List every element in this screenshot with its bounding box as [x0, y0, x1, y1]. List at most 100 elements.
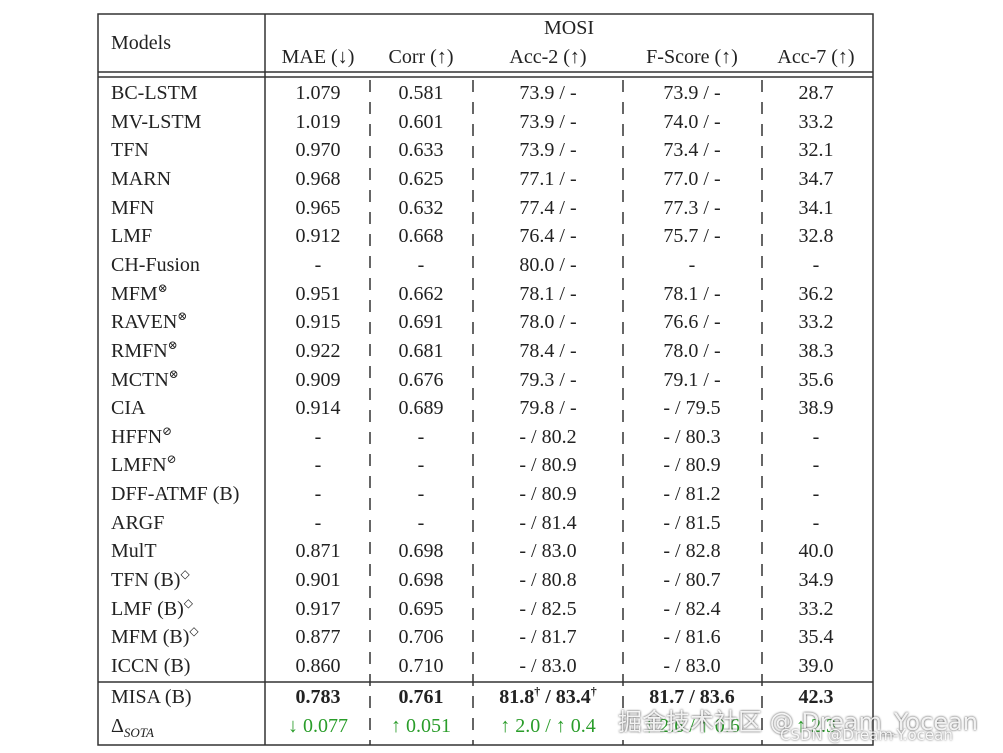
cell-sup: † [534, 684, 541, 698]
data-cell: 0.632 [399, 195, 444, 221]
data-cell: 0.668 [399, 223, 444, 249]
watermark: 掘金技术社区 @ Dream_Yocean [618, 708, 978, 736]
cell-text: 0.662 [398, 282, 444, 305]
cell-text: 1.019 [295, 110, 341, 133]
data-cell: 73.9 / - [519, 80, 576, 106]
cell-text: 76.6 / - [663, 311, 721, 334]
data-cell: - [418, 424, 425, 450]
cell-text: - / 80.2 [519, 425, 577, 448]
data-cell: 0.698 [399, 567, 444, 593]
data-cell: 0.909 [296, 367, 341, 393]
data-cell: - [813, 510, 820, 536]
data-cell: - [418, 510, 425, 536]
header-cell: MAE (↓) [282, 44, 355, 70]
model-cell: ICCN (B) [111, 653, 190, 679]
data-cell: - / 81.4 [519, 510, 576, 536]
column-header: Acc-2 (↑) [509, 46, 587, 68]
model-cell: TFN [111, 137, 149, 163]
cell-text: ↑ 2.6 / ↑ 0.6 [644, 715, 740, 737]
model-mark: ◇ [180, 567, 190, 582]
model-name: ARGF [111, 511, 165, 534]
data-cell: 0.761 [399, 684, 444, 710]
data-cell: - [315, 481, 322, 507]
model-mark: ⊘ [166, 452, 177, 467]
cell-sup: † [590, 684, 597, 698]
data-cell: - / 80.7 [663, 567, 720, 593]
data-cell: 77.1 / - [519, 166, 576, 192]
cell-text: 79.3 / - [519, 368, 577, 391]
data-cell: 0.691 [399, 309, 444, 335]
cell-text: 35.6 [798, 368, 834, 391]
model-name: MulT [111, 540, 157, 563]
cell-text: 0.706 [398, 626, 444, 649]
model-name: HFFN [111, 425, 163, 448]
data-cell: 0.581 [399, 80, 444, 106]
model-cell: LMF (B)◇ [111, 596, 193, 622]
data-cell: - [315, 510, 322, 536]
model-name: MFM [111, 282, 158, 305]
cell-text: - / 80.9 [519, 483, 577, 506]
delta-symbol: Δ [111, 715, 124, 737]
data-cell: - / 82.8 [663, 538, 720, 564]
data-cell: 32.1 [799, 137, 834, 163]
column-header: Acc-7 (↑) [777, 46, 855, 68]
data-cell: - / 80.9 [663, 452, 720, 478]
cell-text: 78.4 / - [519, 339, 577, 362]
data-cell: 76.4 / - [519, 223, 576, 249]
cell-text: 76.4 / - [519, 225, 577, 248]
cell-text: - [417, 454, 425, 477]
cell-text: 0.691 [398, 311, 444, 334]
data-cell: 0.710 [399, 653, 444, 679]
model-name: TFN [111, 139, 149, 162]
data-cell: - / 83.0 [663, 653, 720, 679]
model-mark: ⊘ [162, 423, 173, 438]
cell-text: ↑ 2.0 / ↑ 0.4 [500, 715, 596, 737]
model-cell: RAVEN⊗ [111, 309, 187, 335]
cell-text: 81.8 [499, 686, 535, 708]
model-name: MFN [111, 196, 155, 219]
cell-text: 33.2 [798, 597, 834, 620]
cell-text: 0.922 [295, 339, 341, 362]
cell-text: - [417, 483, 425, 506]
data-cell: 78.0 / - [663, 338, 720, 364]
cell-text: ↑ 0.051 [391, 715, 451, 737]
data-cell: 79.1 / - [663, 367, 720, 393]
model-mark: ⊗ [157, 280, 168, 295]
data-cell: - / 81.7 [519, 624, 576, 650]
data-cell: - [418, 481, 425, 507]
data-cell: 73.4 / - [663, 137, 720, 163]
cell-text: 0.951 [295, 282, 341, 305]
cell-text: 32.8 [798, 225, 834, 248]
cell-text: 81.7 / 83.6 [649, 686, 735, 708]
model-cell: ARGF [111, 510, 164, 536]
data-cell: - [315, 424, 322, 450]
data-cell: - / 80.9 [519, 452, 576, 478]
cell-text: - [314, 425, 322, 448]
header-cell: F-Score (↑) [646, 44, 738, 70]
cell-text: - [812, 511, 820, 534]
model-name: CIA [111, 397, 146, 420]
model-name: MV-LSTM [111, 110, 202, 133]
header-group: MOSI [543, 17, 595, 39]
column-header: Corr (↑) [388, 46, 454, 68]
data-cell: - [315, 452, 322, 478]
cell-text: 34.7 [798, 167, 834, 190]
cell-text: 0.914 [295, 397, 341, 420]
cell-text: 73.9 / - [519, 110, 577, 133]
cell-text: 28.7 [798, 82, 834, 104]
model-name: LMFN [111, 454, 167, 477]
cell-text: 77.1 / - [519, 167, 577, 190]
data-cell: 81.8† / 83.4† [499, 684, 597, 710]
cell-text: 75.7 / - [663, 225, 721, 248]
cell-text: - [314, 253, 322, 276]
data-cell: 0.698 [399, 538, 444, 564]
cell-text: 73.9 / - [663, 82, 721, 104]
delta-value: ↑ 0.051 [391, 713, 451, 739]
data-cell: - [418, 252, 425, 278]
data-cell: 79.3 / - [519, 367, 576, 393]
header-models: Models [111, 32, 171, 54]
data-cell: 32.8 [799, 223, 834, 249]
cell-text: 33.2 [798, 311, 834, 334]
data-cell: 73.9 / - [519, 109, 576, 135]
